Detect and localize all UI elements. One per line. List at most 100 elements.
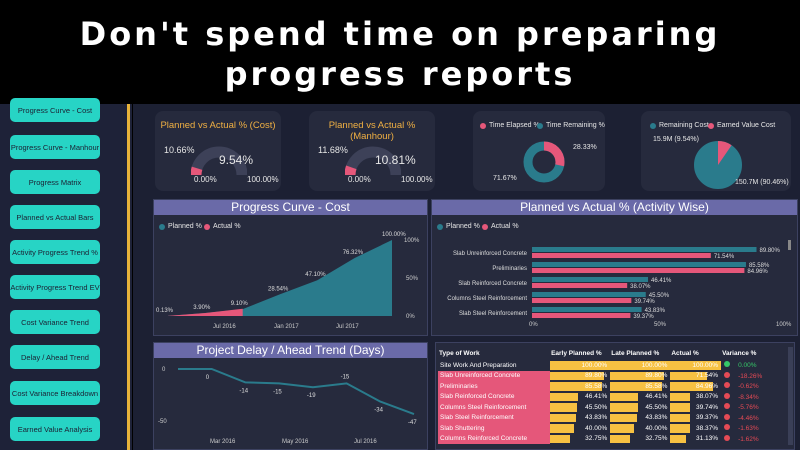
nav-progress-curve-cost[interactable]: Progress Curve - Cost <box>10 98 100 122</box>
nav-activity-progress-trend-ev[interactable]: Activity Progress Trend EV <box>10 275 100 299</box>
kpi-title: Planned vs Actual % (Manhour) <box>328 120 416 142</box>
kpi-card-cost: Planned vs Actual % (Cost) 10.66% 9.54% … <box>155 111 281 191</box>
table-row[interactable]: Slab Shuttering 40.00% 40.00% 38.37% -1.63% <box>438 423 782 434</box>
cell-text: 45.50% <box>585 403 608 411</box>
actual-bar <box>532 298 632 303</box>
table-row[interactable]: Slab Steel Reinforcement 43.83% 43.83% 39.3… <box>438 412 782 424</box>
variance-cell: -1.63% <box>721 423 782 434</box>
gauge-track <box>191 146 247 176</box>
data-label: 47.10% <box>305 272 326 278</box>
col-header-type[interactable]: Type of Work <box>439 349 480 357</box>
nav-progress-matrix[interactable]: Progress Matrix <box>10 170 100 194</box>
col-header-late[interactable]: Late Planned % <box>611 349 660 357</box>
actual-cell: 100.00% <box>670 360 722 371</box>
nav-activity-progress-trend-pct[interactable]: Activity Progress Trend % <box>10 240 100 264</box>
x-tick: Jul 2016 <box>213 324 236 330</box>
col-header-variance[interactable]: Variance % <box>722 349 757 357</box>
data-label: 0.13% <box>156 308 174 314</box>
pie-ev-label: 15.9M (9.54%) <box>653 136 699 143</box>
donut-elapsed-label: 28.33% <box>573 144 597 151</box>
planned-area <box>168 240 392 316</box>
variance-text: -4.46% <box>738 414 759 422</box>
scrollbar-thumb[interactable] <box>788 240 791 250</box>
x-tick: 50% <box>654 322 667 328</box>
pie-remaining-label: 150.7M (90.46%) <box>735 179 789 186</box>
cell-text: 46.41% <box>645 393 668 401</box>
table-row[interactable]: Slab Unreinforced Concrete 89.80% 89.80% 71… <box>438 370 782 382</box>
panel-title: Progress Curve - Cost <box>154 200 427 215</box>
nav-delay-ahead-trend[interactable]: Delay / Ahead Trend <box>10 345 100 369</box>
work-table: Type of Work Early Planned % Late Planne… <box>438 346 782 444</box>
value-bar <box>610 392 639 401</box>
headline-banner: Don't spend time on preparing progress r… <box>0 0 800 104</box>
value-bar <box>550 361 611 370</box>
planned-bar <box>532 292 646 297</box>
value-bar <box>550 382 602 391</box>
nav-earned-value-analysis[interactable]: Earned Value Analysis <box>10 417 100 441</box>
actual-label: 38.07% <box>630 284 651 290</box>
work-type-cell: Columns Reinforced Concrete <box>438 433 551 444</box>
y-tick: 0% <box>406 314 415 320</box>
cell-text: 100.00% <box>641 361 668 369</box>
table-scrollbar[interactable] <box>788 347 793 445</box>
variance-text: -5.76% <box>738 404 759 412</box>
nav-cost-variance-trend[interactable]: Cost Variance Trend <box>10 310 100 334</box>
late-planned-cell: 32.75% <box>610 434 670 445</box>
cell-text: 43.83% <box>645 414 668 422</box>
table-row[interactable]: Preliminaries 85.58% 85.58% 84.96% -0.62% <box>438 381 782 392</box>
status-bad-icon <box>724 403 731 410</box>
donut-card-time: Time Elapsed % Time Remaining % 28.33% 7… <box>473 111 605 191</box>
gauge-cost <box>191 146 247 176</box>
data-label: 9.10% <box>231 301 249 307</box>
nav-progress-curve-manhour[interactable]: Progress Curve - Manhour <box>10 135 100 159</box>
legend-dot <box>480 122 486 129</box>
actual-bar <box>532 283 628 288</box>
actual-cell: 38.07% <box>670 392 721 403</box>
nav-cost-variance-breakdown[interactable]: Cost Variance Breakdown <box>10 381 100 405</box>
data-label: -15 <box>341 374 350 380</box>
variance-text: -18.26% <box>738 372 763 380</box>
work-type-cell: Slab Reinforced Concrete <box>438 391 551 402</box>
cell-text: 31.13% <box>696 435 719 443</box>
donut-elapsed-slice <box>523 141 565 183</box>
variance-cell: -0.62% <box>721 381 782 392</box>
early-planned-cell: 45.50% <box>550 402 610 413</box>
work-type-cell: Slab Unreinforced Concrete <box>438 370 551 381</box>
legend-dot <box>482 223 488 230</box>
variance-text: -0.62% <box>738 383 759 391</box>
value-bar <box>550 424 575 433</box>
cell-text: 32.75% <box>585 435 608 443</box>
table-row[interactable]: Slab Reinforced Concrete 46.41% 46.41% 38.0… <box>438 391 782 403</box>
data-label: 0 <box>206 375 210 381</box>
legend-dot <box>708 122 714 129</box>
data-label: 28.54% <box>268 286 289 292</box>
planned-label: 89.80% <box>760 248 781 254</box>
table-row[interactable]: Columns Steel Reinforcement 45.50% 45.50% 3… <box>438 402 782 413</box>
value-bar <box>670 361 722 370</box>
cell-text: 46.41% <box>585 393 608 401</box>
legend-earned-value-cost: Earned Value Cost <box>708 122 775 129</box>
data-label: -19 <box>307 393 316 399</box>
activity-bars-panel: Planned vs Actual % (Activity Wise) Plan… <box>431 199 798 336</box>
data-label: -34 <box>374 408 383 414</box>
early-planned-cell: 32.75% <box>550 434 610 445</box>
progress-curve-chart: 100% 50% 0% Jul 2016 Jan 2017 Jul 2017 0… <box>156 232 420 330</box>
donut-time-chart <box>523 141 565 183</box>
planned-bar <box>532 307 642 312</box>
value-bar <box>670 413 691 422</box>
donut-remaining-label: 71.67% <box>493 175 517 182</box>
value-bar <box>610 361 671 370</box>
col-header-early[interactable]: Early Planned % <box>551 349 602 357</box>
category-label: Preliminaries <box>492 266 527 272</box>
cell-text: 39.37% <box>696 414 719 422</box>
nav-planned-vs-actual-bars[interactable]: Planned vs Actual Bars <box>10 205 100 229</box>
col-header-actual[interactable]: Actual % <box>671 349 699 357</box>
table-row[interactable]: Site Work And Preparation 100.00% 100.00% 1… <box>438 360 782 371</box>
cell-text: 38.37% <box>696 424 719 432</box>
value-bar <box>670 382 714 391</box>
actual-cell: 71.54% <box>670 371 721 382</box>
y-tick: -50 <box>158 419 167 425</box>
actual-cell: 39.37% <box>670 413 721 424</box>
table-row[interactable]: Columns Reinforced Concrete 32.75% 32.75% 3… <box>438 433 782 445</box>
gauge-manhour <box>345 146 401 176</box>
